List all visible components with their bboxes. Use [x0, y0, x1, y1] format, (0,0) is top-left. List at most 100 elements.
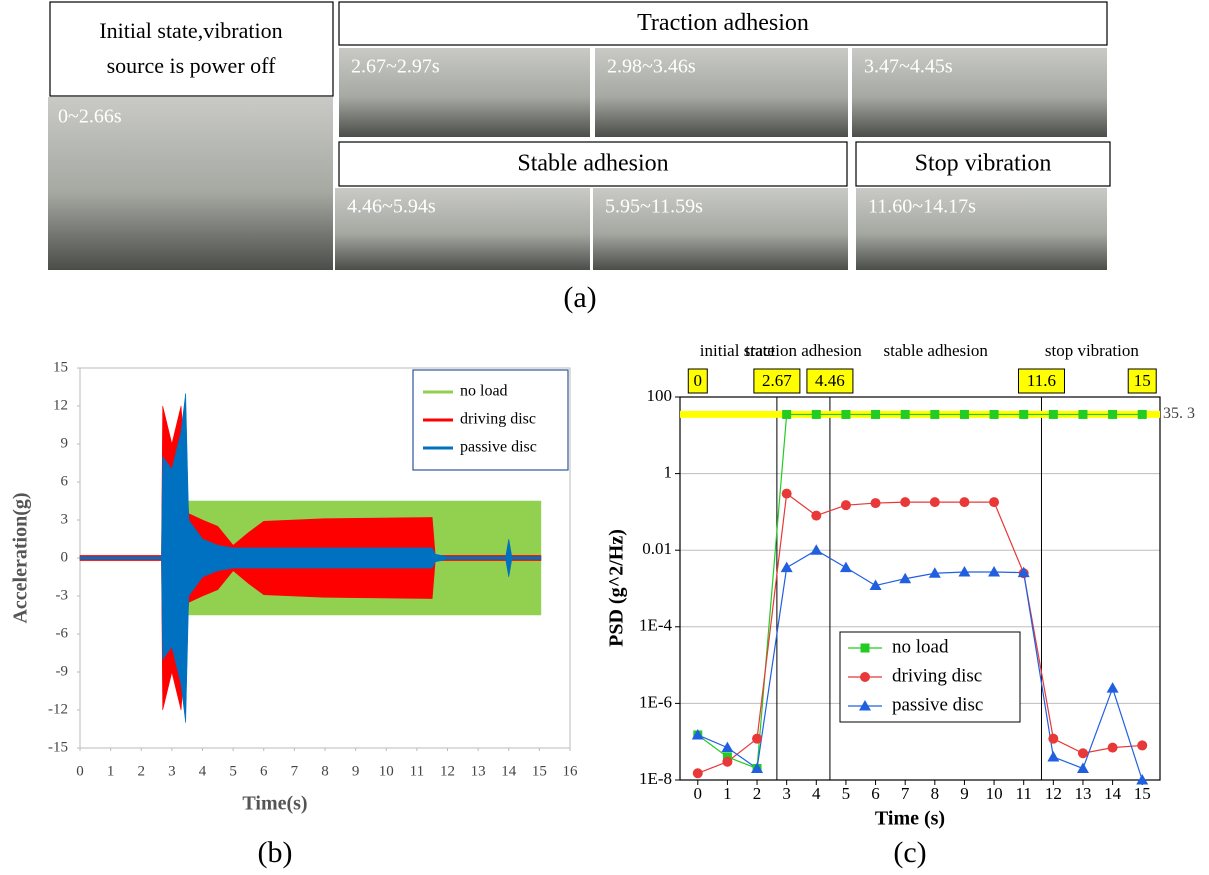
y-tick-label: -6	[56, 625, 69, 641]
photo	[852, 48, 1107, 137]
photo	[856, 188, 1107, 270]
photo	[593, 188, 848, 270]
y-tick-label: -15	[48, 739, 68, 755]
x-tick-label: 13	[1074, 784, 1091, 803]
y-tick-label: 1	[664, 463, 673, 482]
series-line	[697, 492, 1143, 774]
label-text: source is power off	[107, 53, 276, 78]
x-tick-label: 14	[1104, 784, 1122, 803]
label-text: Stop vibration	[915, 151, 1052, 177]
x-tick-label: 9	[960, 784, 969, 803]
label-box	[338, 1, 1108, 46]
x-tick-label: 6	[260, 763, 268, 779]
legend-label: no load	[892, 636, 949, 657]
label-box	[855, 141, 1111, 187]
x-axis-title: Time (s)	[875, 808, 945, 830]
x-tick-label: 4	[199, 763, 207, 779]
x-tick-label: 12	[440, 763, 455, 779]
marker-label: 0	[694, 371, 703, 390]
x-tick-label: 15	[532, 763, 547, 779]
label-text: Stable adhesion	[517, 151, 668, 177]
point	[752, 733, 763, 744]
frame-time: 2.67~2.97s	[351, 56, 440, 78]
point	[930, 409, 940, 419]
caption: (b)	[258, 836, 293, 869]
x-tick-label: 13	[471, 763, 486, 779]
x-tick-label: 7	[901, 784, 910, 803]
x-tick-label: 1	[723, 784, 732, 803]
point	[722, 756, 733, 767]
frame-time: 11.60~14.17s	[868, 196, 976, 218]
point	[989, 409, 999, 419]
point	[1077, 748, 1088, 759]
point	[1107, 742, 1118, 753]
phase-label: traction adhesion	[745, 341, 862, 360]
x-tick-label: 10	[379, 763, 394, 779]
point	[1047, 750, 1060, 762]
y-tick-label: 3	[61, 511, 69, 527]
y-tick-label: 6	[61, 473, 69, 489]
legend-label: no load	[460, 383, 508, 400]
point	[900, 497, 911, 508]
x-tick-label: 15	[1134, 784, 1151, 803]
frame-time: 2.98~3.46s	[607, 56, 696, 78]
x-tick-label: 12	[1045, 784, 1062, 803]
point	[811, 409, 821, 419]
y-tick-label: 1E-4	[639, 616, 673, 635]
plot-frame	[679, 396, 1161, 781]
point	[1078, 409, 1088, 419]
x-tick-label: 9	[352, 763, 360, 779]
point	[839, 561, 852, 573]
x-tick-label: 0	[76, 763, 84, 779]
point	[1137, 740, 1148, 751]
point	[1136, 774, 1149, 785]
legend-marker	[860, 643, 870, 653]
phase-label: stop vibration	[1045, 341, 1139, 360]
signal-envelope	[79, 393, 542, 723]
y-tick-label: -9	[56, 663, 69, 679]
point	[691, 728, 704, 740]
point	[841, 409, 851, 419]
x-tick-label: 1	[107, 763, 115, 779]
y-tick-label: 1E-6	[639, 692, 672, 711]
photo	[595, 48, 848, 137]
point	[1048, 409, 1058, 419]
point	[900, 409, 910, 419]
photo	[339, 48, 590, 137]
point	[928, 567, 941, 578]
y-tick-label: 12	[53, 397, 68, 413]
label-box	[338, 141, 848, 187]
marker-box	[1127, 368, 1157, 394]
y-tick-label: -12	[48, 701, 68, 717]
point	[1019, 409, 1029, 419]
marker-box	[806, 368, 854, 394]
frame-time: 4.46~5.94s	[347, 196, 436, 218]
point	[840, 500, 851, 511]
marker-box	[687, 368, 708, 394]
point	[1108, 409, 1118, 419]
x-tick-label: 5	[842, 784, 851, 803]
legend-marker	[859, 700, 871, 711]
y-axis-title: Acceleration(g)	[10, 492, 32, 623]
y-tick-label: 100	[647, 386, 673, 405]
point	[1106, 682, 1119, 693]
marker-label: 4.46	[815, 371, 845, 390]
x-tick-label: 3	[168, 763, 176, 779]
x-tick-label: 3	[782, 784, 791, 803]
x-tick-label: 11	[1016, 784, 1032, 803]
frame-time: 3.47~4.45s	[864, 56, 953, 78]
x-axis-title: Time(s)	[242, 793, 307, 815]
phase-label: initial state	[700, 341, 775, 360]
point	[811, 510, 822, 521]
x-tick-label: 2	[753, 784, 762, 803]
marker-label: 2.67	[762, 371, 792, 390]
y-tick-label: 0.01	[642, 539, 672, 558]
point	[958, 565, 971, 577]
point	[1048, 733, 1059, 744]
point	[1137, 409, 1147, 419]
photo	[48, 97, 333, 270]
y-tick-label: 1E-8	[639, 769, 672, 788]
marker-label: 11.6	[1027, 371, 1056, 390]
series-line	[697, 413, 1143, 770]
